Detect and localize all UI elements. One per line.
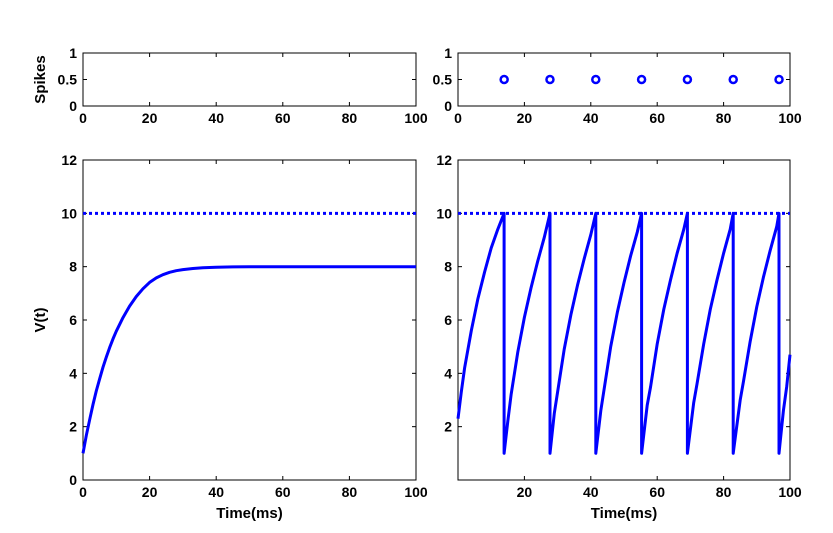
y-tick-label: 0 [69,472,77,488]
x-tick-label: 40 [208,484,224,500]
y-tick-label: 8 [69,259,77,275]
x-tick-label: 80 [716,110,732,126]
y-tick-label: 6 [444,312,452,328]
x-axis-label: Time(ms) [216,505,282,522]
y-tick-label: 10 [61,205,77,221]
x-tick-label: 60 [649,484,665,500]
plot-frame [457,52,791,107]
y-tick-label: 4 [444,365,452,381]
x-tick-label: 80 [716,484,732,500]
spike-marker [499,74,509,85]
y-tick-label: 6 [69,312,77,328]
y-tick-label: 8 [444,259,452,275]
x-tick-label: 100 [404,110,428,126]
plot-frame [82,159,417,481]
x-tick-label: 20 [142,110,158,126]
voltage-trace [81,265,416,454]
x-tick-label: 80 [342,484,358,500]
spike-marker [591,74,601,85]
x-tick-label: 40 [583,110,599,126]
y-tick-label: 0.5 [58,72,78,88]
spike-marker [774,74,784,85]
x-axis-label: Time(ms) [591,505,657,522]
x-tick-label: 80 [342,110,358,126]
x-tick-label: 20 [517,484,533,500]
x-tick-label: 60 [649,110,665,126]
x-tick-label: 0 [454,110,462,126]
y-axis-label: V(t) [32,308,49,333]
spike-marker [636,74,647,85]
spike-marker [682,74,693,85]
x-tick-label: 0 [79,110,87,126]
y-tick-label: 1 [69,45,77,61]
x-tick-label: 20 [517,110,533,126]
y-tick-label: 2 [444,419,452,435]
y-tick-label: 12 [61,152,77,168]
spike-marker [728,74,738,85]
voltage-left-axes: 0 20 40 60 80 100 0 2 4 6 8 10 12 Time(ms) V(t) [32,152,428,522]
spikes-right-axes: 0 20 40 60 80 100 0 0.5 1 [433,45,802,126]
y-tick-label: 1 [444,45,452,61]
plot-frame [82,52,417,107]
y-tick-label: 12 [436,152,452,168]
spikes-left-axes: 0 20 40 60 80 100 0 0.5 1 Spikes [32,45,428,126]
y-tick-label: 4 [69,365,77,381]
y-tick-label: 0 [444,98,452,114]
x-tick-label: 20 [142,484,158,500]
voltage-trace [456,211,792,455]
x-tick-label: 100 [778,110,802,126]
y-tick-label: 2 [69,419,77,435]
x-tick-label: 60 [275,110,291,126]
x-tick-label: 100 [778,484,802,500]
y-axis-label: Spikes [32,55,49,103]
y-tick-label: 0.5 [433,72,453,88]
x-tick-label: 40 [208,110,224,126]
voltage-right-axes: 20 40 60 80 100 2 4 6 8 10 12 Time(ms) [436,152,801,522]
x-tick-label: 40 [583,484,599,500]
x-tick-label: 100 [404,484,428,500]
x-tick-label: 0 [79,484,87,500]
y-tick-label: 10 [436,205,452,221]
y-tick-label: 0 [69,98,77,114]
spike-marker [545,74,555,85]
x-tick-label: 60 [275,484,291,500]
